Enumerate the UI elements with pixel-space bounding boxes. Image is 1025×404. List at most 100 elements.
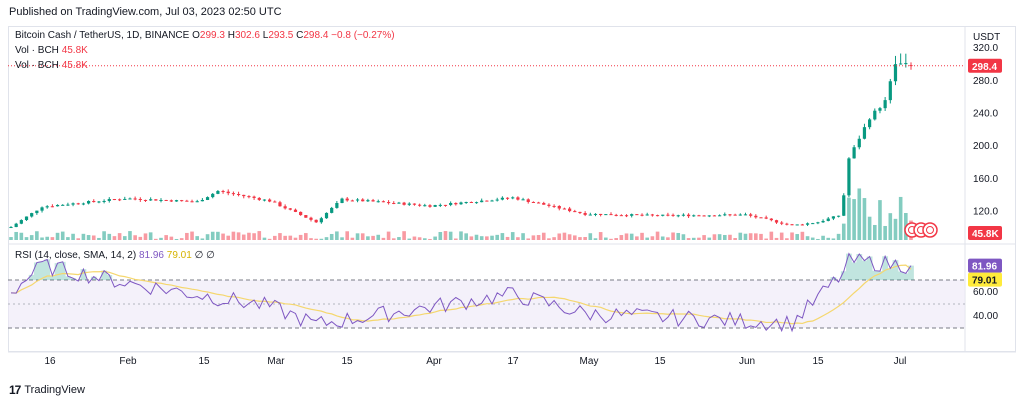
volume-bar	[288, 235, 293, 240]
high-label: H	[227, 30, 235, 41]
candle-body	[164, 199, 168, 201]
price-axis-tick: 120.0	[973, 207, 998, 218]
volume-bar	[391, 238, 396, 240]
candle-body	[335, 203, 339, 208]
volume-bar	[743, 233, 748, 240]
candle-body	[749, 214, 753, 216]
volume-bar	[112, 236, 117, 240]
volume-bar	[852, 199, 856, 240]
candle-body	[407, 203, 411, 205]
volume-bar	[107, 233, 112, 240]
volume-bar	[241, 234, 246, 240]
price-axis-currency: USDT	[973, 32, 1000, 43]
volume-bar	[469, 236, 474, 240]
candle-body	[211, 193, 215, 198]
volume-bar	[754, 233, 758, 240]
symbol-legend[interactable]: Bitcoin Cash / TetherUS, 1D, BINANCE O29…	[15, 30, 395, 41]
candle-body	[588, 214, 592, 216]
candle-body	[226, 191, 230, 194]
price-axis-tick: 160.0	[973, 174, 998, 185]
rsi-value-tag	[968, 258, 1002, 273]
tradingview-brand[interactable]: 17 TradingView	[9, 383, 85, 397]
volume-bar	[402, 231, 406, 240]
volume-legend-1[interactable]: Vol · BCH 45.8K	[15, 45, 88, 56]
candle-body	[769, 218, 773, 221]
candle-body	[697, 215, 701, 217]
candle-body	[200, 199, 204, 202]
rsi-overbought-fill	[28, 253, 914, 280]
volume-bar	[397, 237, 401, 240]
candle-body	[97, 201, 101, 203]
candle-body	[355, 199, 360, 201]
volume-bar	[485, 236, 489, 240]
volume-bar	[236, 232, 241, 240]
candle-layer	[8, 53, 965, 229]
volume-bar	[464, 233, 468, 240]
volume-bar	[45, 236, 50, 240]
candle-body	[112, 199, 117, 201]
volume-bar	[148, 232, 153, 240]
volume-bar	[635, 236, 639, 240]
candle-body	[71, 203, 75, 205]
volume-bar	[138, 236, 143, 240]
candle-body	[107, 199, 111, 201]
rsi-extra-1: ∅	[194, 250, 204, 261]
volume-bar	[159, 237, 163, 240]
price-axis-tick: 200.0	[973, 141, 998, 152]
volume-bar	[557, 233, 562, 240]
volume-bar	[200, 238, 205, 240]
volume-legend-2[interactable]: Vol · BCH 45.8K	[15, 60, 88, 71]
candle-body	[81, 203, 86, 205]
candle-body	[185, 200, 189, 202]
candle-body	[500, 197, 504, 200]
volume-bar	[810, 237, 815, 240]
candle-body	[857, 138, 861, 148]
candle-body	[262, 199, 267, 201]
volume-bar	[536, 235, 541, 240]
volume-bar	[293, 237, 298, 240]
volume-bar	[671, 232, 675, 240]
volume-bar	[717, 234, 722, 240]
candle-body	[583, 213, 587, 215]
rsi-label: RSI (14, close, SMA, 14, 2)	[15, 250, 137, 261]
candle-body	[138, 198, 142, 200]
volume-bar	[847, 197, 851, 240]
volume-bar	[97, 237, 101, 240]
volume-bar	[883, 225, 887, 240]
volume-bar	[500, 233, 505, 240]
rsi-legend[interactable]: RSI (14, close, SMA, 14, 2) 81.96 79.01 …	[15, 250, 215, 261]
candle-body	[55, 204, 60, 207]
volume-bar	[174, 238, 179, 240]
close-value: 298.4	[303, 30, 329, 41]
candle-body	[128, 198, 132, 200]
candle-body	[361, 199, 365, 202]
candle-body	[428, 205, 432, 207]
candle-body	[805, 223, 810, 225]
volume-value: 45.8K	[61, 45, 88, 56]
candle-body	[24, 216, 29, 221]
candle-body	[893, 64, 898, 82]
candle-body	[505, 197, 510, 199]
candle-body	[904, 63, 908, 65]
candle-body	[873, 110, 877, 120]
volume-bar	[319, 238, 324, 240]
volume-bar	[490, 235, 494, 240]
volume-bar	[433, 236, 437, 240]
open-label: O	[192, 30, 200, 41]
candle-body	[878, 108, 882, 111]
price-axis-tick: 320.0	[973, 43, 998, 54]
volume-bar	[185, 232, 189, 240]
volume-bar	[629, 233, 634, 240]
candle-body	[645, 214, 649, 216]
candle-body	[299, 211, 303, 216]
candle-body	[309, 217, 313, 220]
candle-body	[624, 215, 629, 217]
candle-body	[474, 202, 479, 204]
candle-body	[216, 191, 220, 194]
volume-bar	[128, 231, 132, 240]
volume-bar	[872, 224, 877, 240]
volume-bar	[210, 231, 215, 240]
volume-bar	[640, 232, 644, 240]
candle-body	[666, 214, 670, 216]
